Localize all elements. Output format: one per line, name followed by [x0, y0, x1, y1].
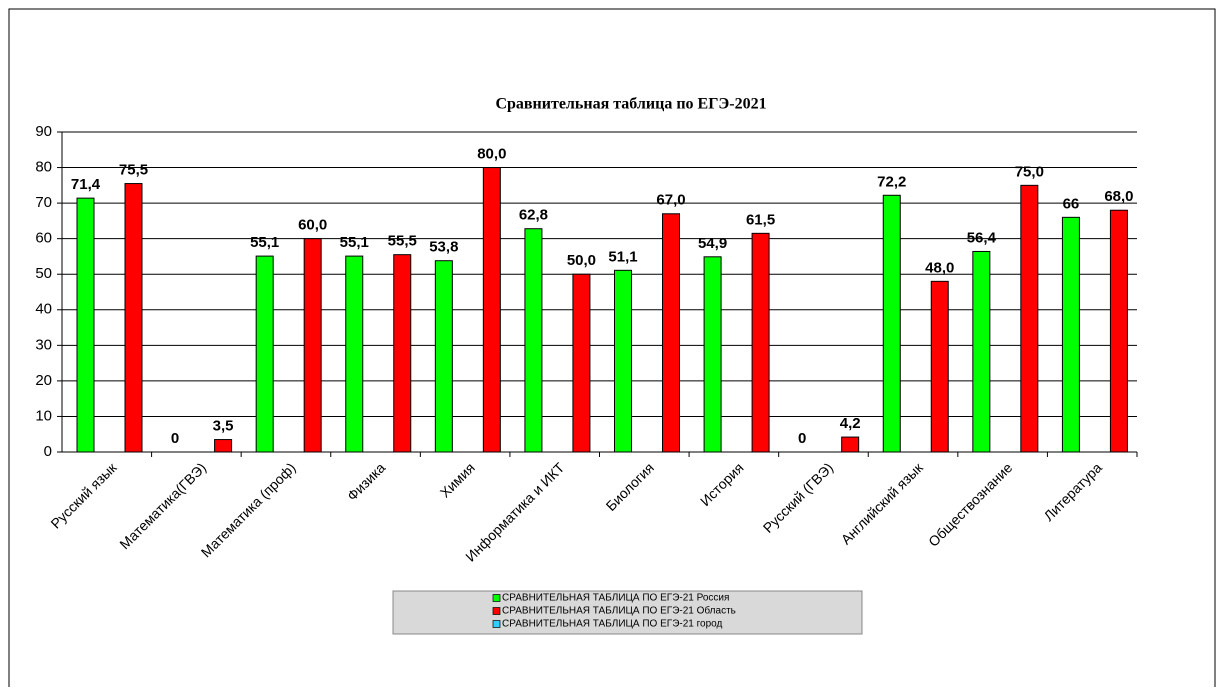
- data-label: 61,5: [746, 211, 775, 228]
- data-label: 48,0: [925, 259, 954, 276]
- bar: [214, 439, 233, 453]
- bar: [614, 269, 632, 453]
- y-tick-label: 0: [44, 443, 52, 460]
- bar: [1109, 209, 1128, 453]
- data-label: 50,0: [567, 252, 596, 269]
- legend: [392, 590, 863, 635]
- data-label: 51,1: [608, 248, 637, 265]
- data-label: 55,5: [388, 233, 417, 250]
- y-tick-label: 40: [35, 301, 52, 318]
- data-label: 4,2: [840, 415, 861, 432]
- data-label: 80,0: [477, 146, 506, 163]
- data-label: 60,0: [298, 217, 327, 234]
- bar: [841, 436, 860, 453]
- y-tick-label: 60: [35, 230, 52, 247]
- y-tick-label: 10: [35, 407, 52, 424]
- legend-swatch: [492, 607, 501, 615]
- data-label: 3,5: [213, 418, 234, 435]
- frame: [8, 8, 1216, 692]
- y-tick-label: 70: [35, 194, 52, 211]
- bar: [255, 255, 274, 453]
- y-tick-label: 20: [35, 372, 52, 389]
- bar: [524, 228, 543, 453]
- bar: [703, 256, 722, 453]
- bar: [751, 232, 770, 453]
- data-label: 75,0: [1015, 163, 1044, 180]
- data-label: 56,4: [967, 229, 997, 246]
- bar: [882, 194, 901, 453]
- bar: [124, 183, 143, 453]
- data-label: 0: [798, 430, 806, 447]
- data-label: 72,2: [877, 173, 906, 190]
- data-label: 71,4: [71, 176, 101, 193]
- bar: [434, 260, 453, 453]
- bar: [1020, 184, 1039, 453]
- data-label: 66: [1063, 195, 1080, 212]
- bar: [662, 213, 680, 453]
- data-label: 0: [171, 430, 179, 447]
- bar: [482, 167, 501, 453]
- legend-label: СРАВНИТЕЛЬНАЯ ТАБЛИЦА ПО ЕГЭ-21 Область: [502, 605, 736, 617]
- legend-label: СРАВНИТЕЛЬНАЯ ТАБЛИЦА ПО ЕГЭ-21 Россия: [502, 593, 729, 604]
- bar: [393, 254, 412, 453]
- data-label: 68,0: [1104, 188, 1133, 205]
- data-label: 53,8: [429, 239, 458, 256]
- data-label: 62,8: [519, 207, 548, 224]
- data-label: 75,5: [119, 162, 148, 179]
- legend-swatch: [492, 594, 501, 602]
- bar: [930, 280, 949, 453]
- bar: [345, 255, 364, 453]
- bar: [303, 238, 322, 453]
- chart-title: Сравнительная таблица по ЕГЭ-2021: [495, 96, 766, 113]
- y-tick-label: 30: [35, 336, 52, 353]
- bar: [76, 197, 95, 453]
- y-tick-label: 90: [35, 123, 52, 140]
- data-label: 67,0: [656, 192, 685, 209]
- data-label: 55,1: [250, 234, 279, 251]
- legend-label: СРАВНИТЕЛЬНАЯ ТАБЛИЦА ПО ЕГЭ-21 город: [502, 619, 723, 630]
- bar: [1061, 216, 1080, 453]
- bar: [572, 273, 591, 453]
- data-label: 55,1: [340, 234, 369, 251]
- y-tick-label: 80: [35, 159, 52, 176]
- legend-swatch: [492, 620, 501, 628]
- data-label: 54,9: [698, 235, 727, 252]
- y-tick-label: 50: [35, 265, 52, 282]
- bar: [972, 250, 991, 453]
